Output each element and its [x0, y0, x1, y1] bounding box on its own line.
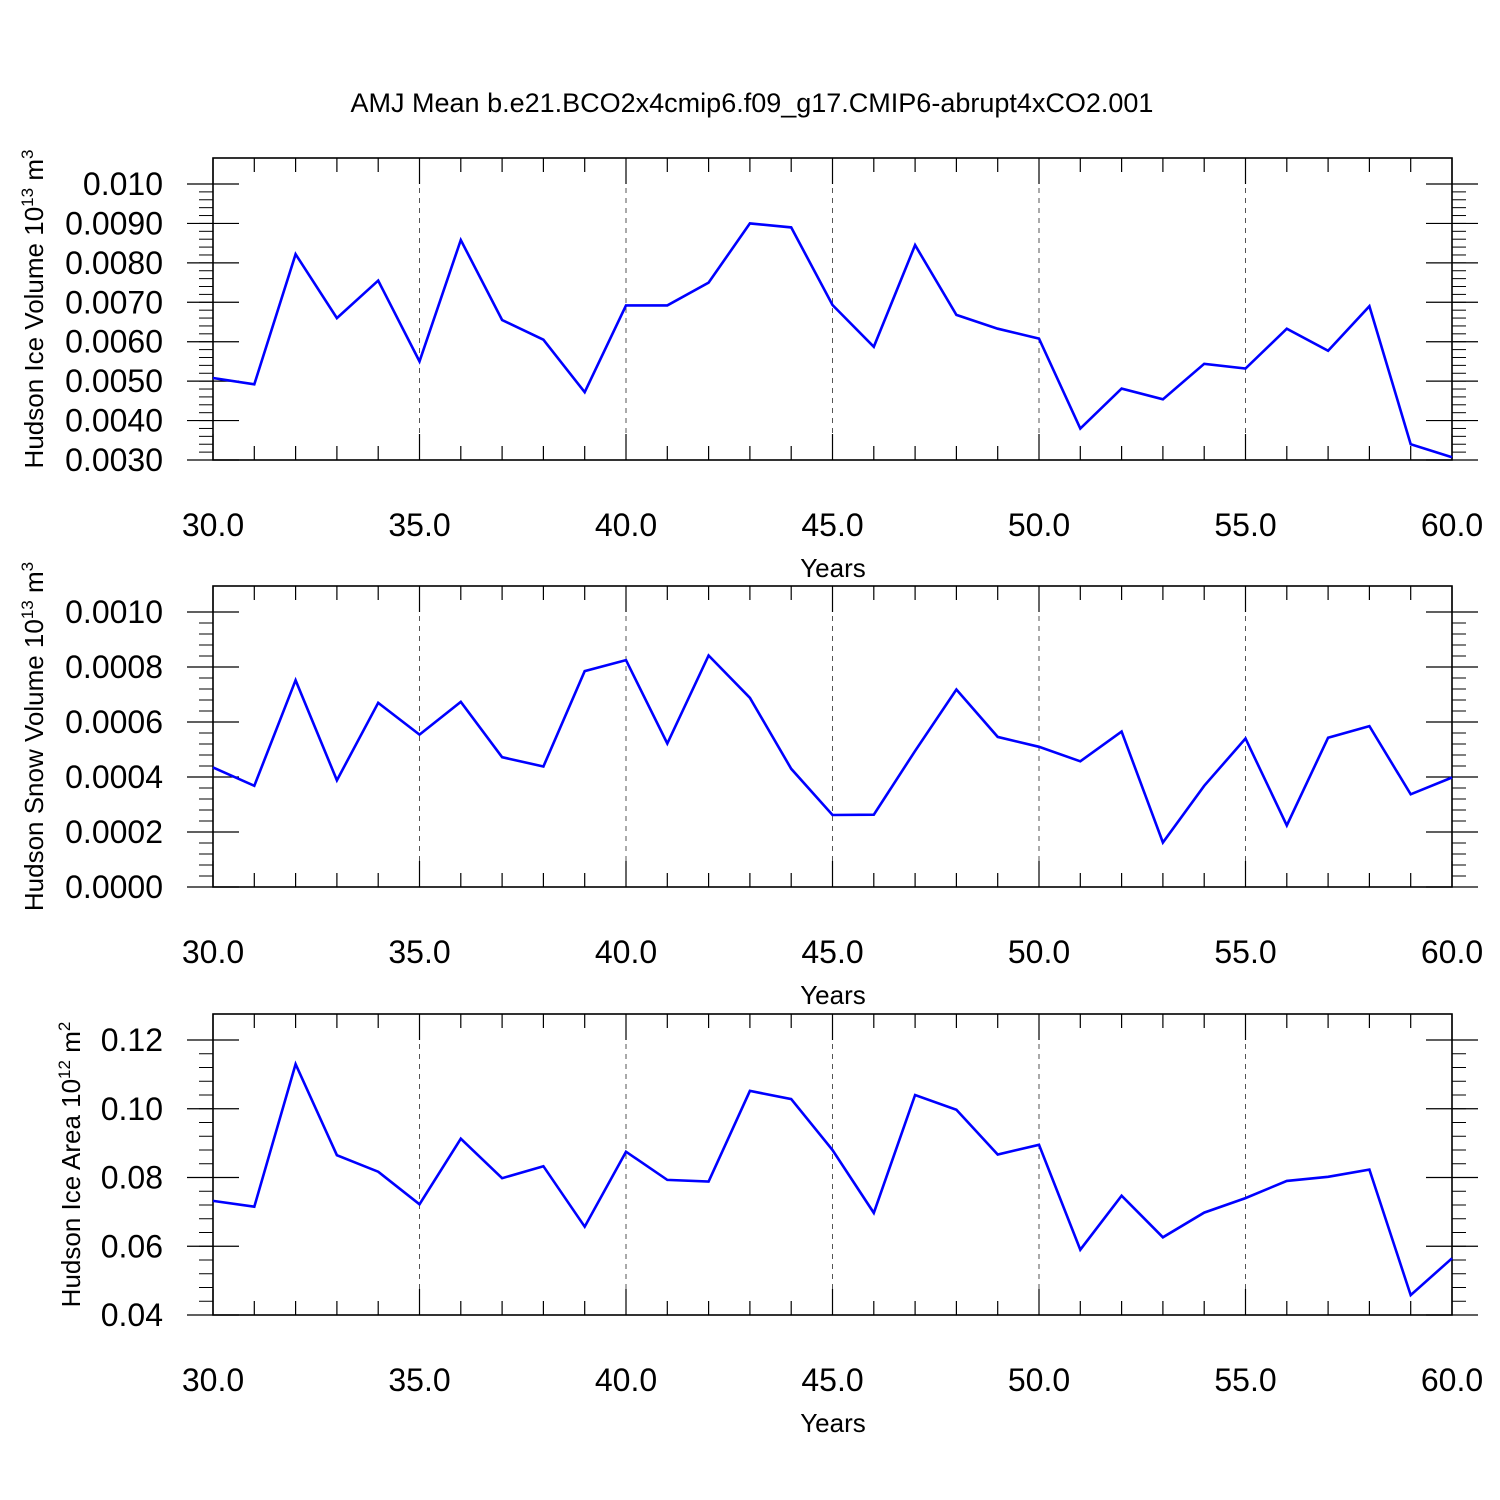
y-tick-label: 0.0000	[65, 869, 163, 905]
x-tick-label: 60.0	[1421, 934, 1483, 970]
x-tick-label: 50.0	[1008, 507, 1070, 543]
panel-3: 30.0 35.0 40.0 45.0 50.0 55.0 60.0 0.12 0.10 0.08…	[55, 1013, 1483, 1438]
x-axis-title: Years	[800, 1408, 866, 1438]
x-tick-label: 30.0	[182, 934, 244, 970]
x-tick-label: 30.0	[182, 507, 244, 543]
y-axis-title: Hudson Ice Volume 1013 m3	[18, 150, 49, 469]
y-axis-title: Hudson Ice Area 1012 m2	[55, 1022, 86, 1308]
x-tick-label: 45.0	[801, 1362, 863, 1398]
y-tick-label: 0.12	[101, 1022, 163, 1058]
y-tick-label: 0.0030	[65, 442, 163, 478]
x-axis-title: Years	[800, 980, 866, 1010]
x-tick-label: 60.0	[1421, 507, 1483, 543]
x-tick-label: 45.0	[801, 934, 863, 970]
y-tick-label: 0.0050	[65, 363, 163, 399]
y-tick-label: 0.0090	[65, 205, 163, 241]
x-tick-label: 55.0	[1214, 934, 1276, 970]
panel-2: 30.0 35.0 40.0 45.0 50.0 55.0 60.0 0.0010 0.0008…	[18, 562, 1483, 1010]
x-tick-label: 35.0	[388, 934, 450, 970]
y-tick-label: 0.0010	[65, 594, 163, 630]
x-tick-label: 40.0	[595, 1362, 657, 1398]
y-tick-label: 0.0070	[65, 284, 163, 320]
x-tick-label: 55.0	[1214, 507, 1276, 543]
y-tick-label: 0.0040	[65, 403, 163, 439]
x-tick-label: 55.0	[1214, 1362, 1276, 1398]
x-tick-label: 50.0	[1008, 1362, 1070, 1398]
x-tick-label: 40.0	[595, 934, 657, 970]
y-tick-label: 0.06	[101, 1228, 163, 1264]
y-tick-label: 0.0060	[65, 324, 163, 360]
y-tick-label: 0.0004	[65, 759, 163, 795]
y-tick-label: 0.0006	[65, 704, 163, 740]
y-tick-label: 0.0002	[65, 814, 163, 850]
y-tick-label: 0.0008	[65, 649, 163, 685]
x-tick-label: 30.0	[182, 1362, 244, 1398]
y-tick-label: 0.10	[101, 1091, 163, 1127]
y-tick-label: 0.08	[101, 1160, 163, 1196]
figure-title: AMJ Mean b.e21.BCO2x4cmip6.f09_g17.CMIP6…	[351, 88, 1154, 118]
x-tick-label: 35.0	[388, 507, 450, 543]
x-tick-label: 50.0	[1008, 934, 1070, 970]
y-axis-title: Hudson Snow Volume 1013 m3	[18, 562, 49, 911]
x-tick-label: 45.0	[801, 507, 863, 543]
x-tick-label: 40.0	[595, 507, 657, 543]
x-axis-title: Years	[800, 553, 866, 583]
series-line-1	[212, 222, 1453, 459]
y-tick-label: 0.04	[101, 1297, 163, 1333]
y-tick-label: 0.010	[83, 166, 163, 202]
x-tick-label: 35.0	[388, 1362, 450, 1398]
y-tick-label: 0.0080	[65, 245, 163, 281]
x-tick-label: 60.0	[1421, 1362, 1483, 1398]
